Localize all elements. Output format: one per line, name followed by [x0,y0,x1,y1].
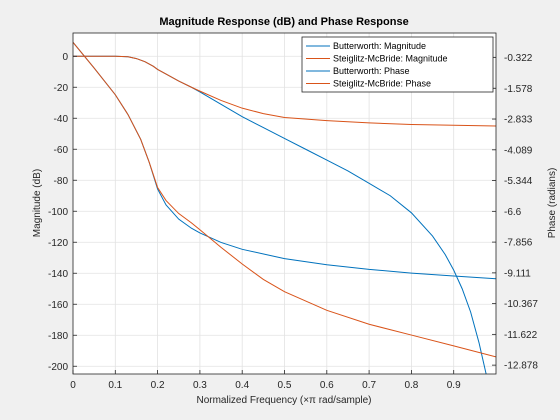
legend-entry-4: Steiglitz-McBride: Phase [333,79,431,89]
y-right-tick-label: -1.578 [504,84,533,95]
y-right-tick-label: -10.367 [504,299,538,310]
x-tick-label: 0.4 [235,380,249,391]
x-tick-label: 0.1 [108,380,122,391]
chart-title: Magnitude Response (dB) and Phase Respon… [159,16,408,28]
y-axis-right: -0.322 -1.578 -2.833 -4.089 -5.344 -6.6 -7.856… [492,53,538,372]
x-tick-label: 0.7 [362,380,376,391]
x-tick-label: 0.5 [278,380,292,391]
y-axis-right-label: Phase (radians) [547,168,558,239]
y-right-tick-label: -7.856 [504,238,533,249]
y-axis-left-label: Magnitude (dB) [32,169,43,237]
y-right-tick-label: -9.111 [504,268,531,279]
y-right-tick-label: -12.878 [504,361,538,372]
y-left-tick-label: -140 [48,269,68,280]
y-left-tick-label: 0 [62,52,68,63]
legend-entry-1: Butterworth: Magnitude [333,41,426,51]
y-right-tick-label: -2.833 [504,115,533,126]
x-tick-label: 0.6 [320,380,334,391]
y-axis-left: 0 -20 -40 -60 -80 -100 -120 -140 -160 -180 -200 [48,52,77,373]
y-right-tick-label: -0.322 [504,53,533,64]
y-left-tick-label: -60 [54,145,69,156]
legend: Butterworth: Magnitude Steiglitz-McBride:… [301,36,494,93]
y-left-tick-label: -180 [48,331,68,342]
y-right-tick-label: -5.344 [504,176,533,187]
x-tick-label: 0 [70,380,76,391]
y-left-tick-label: -20 [54,83,69,94]
x-tick-label: 0.3 [193,380,207,391]
series-line-2 [73,55,496,127]
y-left-tick-label: -80 [54,176,69,187]
y-left-tick-label: -160 [48,300,68,311]
y-right-tick-label: -11.622 [504,330,538,341]
x-tick-label: 0.8 [404,380,418,391]
x-tick-label: 0.2 [151,380,165,391]
legend-entry-3: Butterworth: Phase [333,66,410,76]
y-right-tick-label: -4.089 [504,145,533,156]
x-tick-label: 0.9 [447,380,461,391]
legend-box [301,36,494,93]
y-left-tick-label: -100 [48,207,68,218]
y-left-tick-label: -120 [48,238,68,249]
y-left-tick-label: -200 [48,362,68,373]
data-lines [73,41,496,374]
x-axis-label: Normalized Frequency (×π rad/sample) [196,395,371,406]
y-left-tick-label: -40 [54,114,69,125]
legend-entry-2: Steiglitz-McBride: Magnitude [333,54,448,64]
y-right-tick-label: -6.6 [504,207,522,218]
x-axis: 0 0.1 0.2 0.3 0.4 0.5 0.6 0.7 0.8 0.9 [70,370,461,391]
series-line-4 [73,41,496,358]
